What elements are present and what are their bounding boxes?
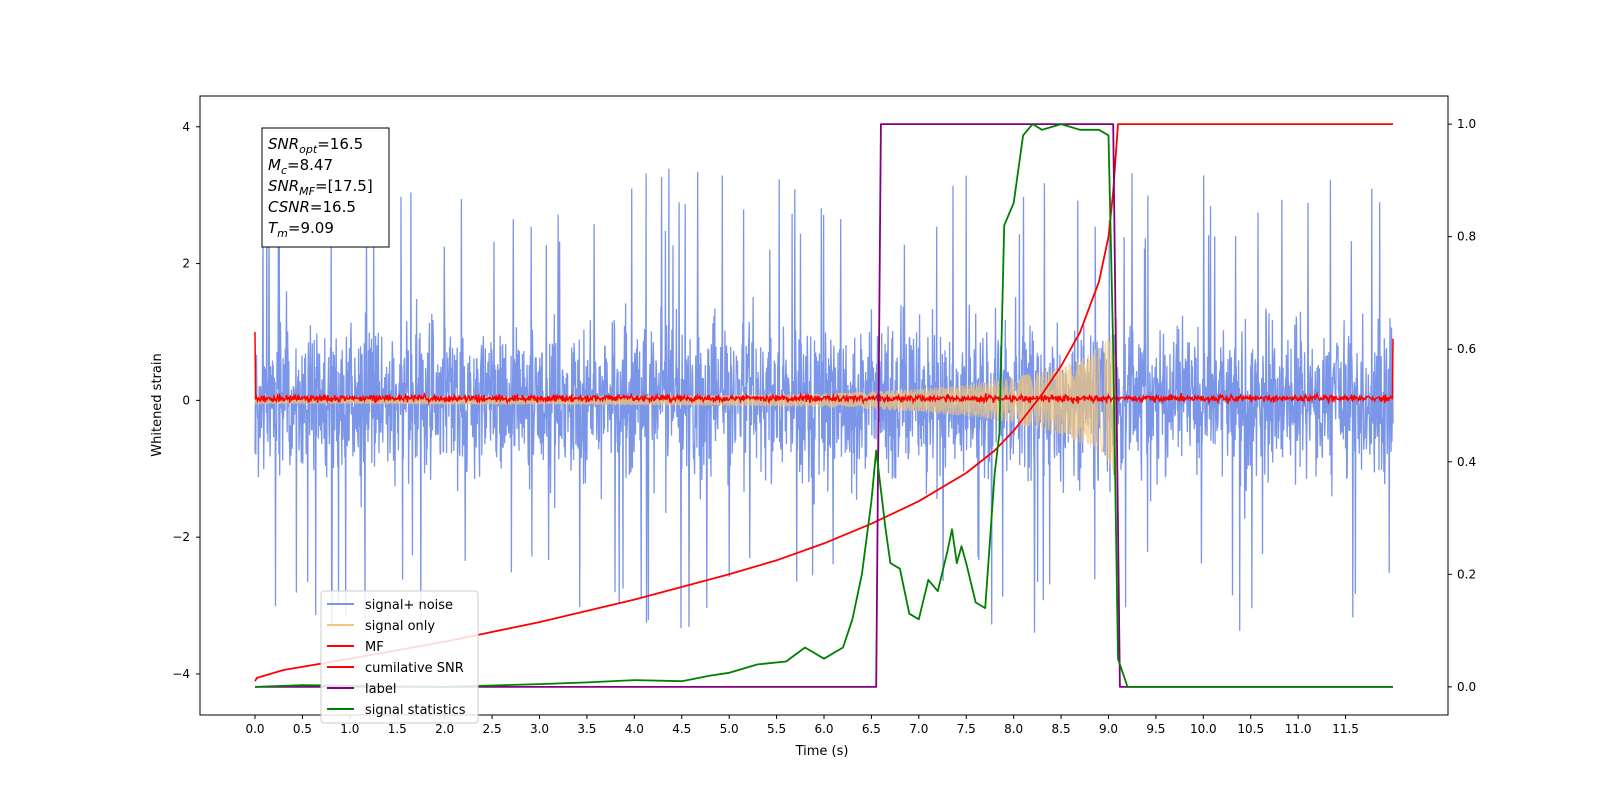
- x-tick-label: 11.0: [1285, 722, 1312, 736]
- info-box-frame: [261, 127, 390, 248]
- x-tick-label: 5.5: [767, 722, 786, 736]
- info-line: SNRMF=[17.5]: [268, 177, 373, 198]
- y2-tick-label: 0.8: [1457, 230, 1476, 244]
- legend-label: signal only: [365, 619, 435, 634]
- x-tick-label: 8.0: [1004, 722, 1023, 736]
- x-tick-label: 3.0: [530, 722, 549, 736]
- series-signal-statistics: [254, 123, 1393, 688]
- x-tick-label: 10.5: [1237, 722, 1264, 736]
- y-axis-right: 1.0 0.8 0.6 0.4 0.2 0.0: [1448, 117, 1476, 694]
- x-tick-label: 5.0: [720, 722, 739, 736]
- x-tick-label: 2.5: [483, 722, 502, 736]
- x-tick-label: 2.0: [435, 722, 454, 736]
- y-tick-label: 2: [182, 257, 190, 271]
- x-tick-label: 6.0: [814, 722, 833, 736]
- y2-tick-label: 0.6: [1457, 342, 1476, 356]
- info-line: SNRopt=16.5: [268, 135, 363, 156]
- x-tick-label: 6.5: [862, 722, 881, 736]
- legend-frame: [320, 590, 479, 724]
- legend: signal+ noise signal only MF cumilative SNR…: [320, 590, 479, 724]
- x-tick-label: 4.0: [625, 722, 644, 736]
- y2-tick-label: 0.2: [1457, 567, 1476, 581]
- x-axis-label: Time (s): [795, 744, 849, 759]
- y-tick-label: 0: [182, 393, 190, 407]
- y-tick-label: 4: [182, 120, 190, 134]
- y-tick-label: −2: [172, 530, 190, 544]
- x-tick-label: 0.0: [245, 722, 264, 736]
- legend-label: signal statistics: [365, 703, 466, 718]
- x-tick-label: 0.5: [293, 722, 312, 736]
- legend-label: MF: [365, 640, 384, 655]
- x-tick-label: 8.5: [1052, 722, 1071, 736]
- legend-label: cumilative SNR: [365, 661, 464, 676]
- y-tick-label: −4: [172, 667, 190, 681]
- x-tick-label: 9.5: [1146, 722, 1165, 736]
- x-axis: 0.0 0.5 1.0 1.5 2.0 2.5 3.0 3.5 4.0 4.5 5.0 5.5 6.0 6…: [245, 715, 1359, 736]
- y2-tick-label: 1.0: [1457, 117, 1476, 131]
- x-tick-label: 1.0: [340, 722, 359, 736]
- info-line: CSNR=16.5: [268, 198, 356, 216]
- x-tick-label: 3.5: [577, 722, 596, 736]
- y2-tick-label: 0.4: [1457, 455, 1476, 469]
- legend-label: label: [365, 682, 396, 697]
- x-tick-label: 10.0: [1190, 722, 1217, 736]
- x-tick-label: 1.5: [388, 722, 407, 736]
- x-tick-label: 9.0: [1099, 722, 1118, 736]
- series-mf: [254, 331, 1394, 405]
- x-tick-label: 7.5: [957, 722, 976, 736]
- info-line: Mc=8.47: [268, 156, 333, 177]
- x-tick-label: 11.5: [1332, 722, 1359, 736]
- y-axis-label: Whitened strain: [150, 353, 165, 456]
- y2-tick-label: 0.0: [1457, 680, 1476, 694]
- info-line: Tm=9.09: [268, 219, 334, 240]
- x-tick-label: 7.0: [909, 722, 928, 736]
- x-tick-label: 4.5: [672, 722, 691, 736]
- legend-label: signal+ noise: [365, 598, 453, 613]
- y-axis-left: 4 2 0 −2 −4: [172, 120, 200, 681]
